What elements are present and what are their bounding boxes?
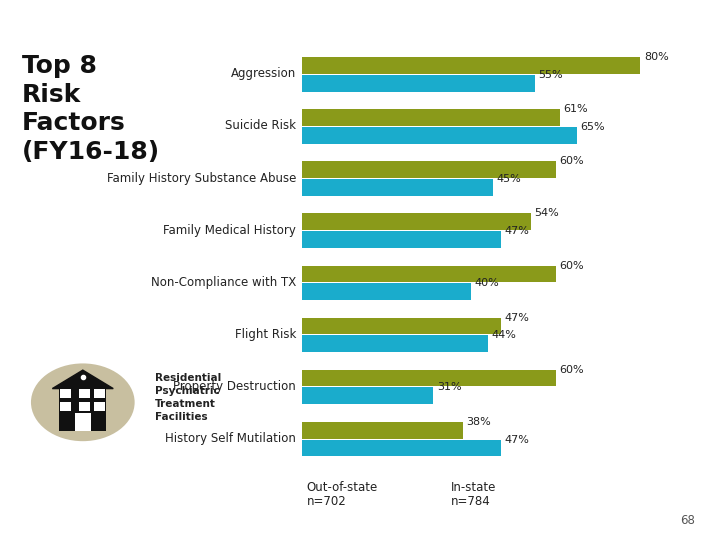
Text: Family Medical History: Family Medical History (163, 224, 296, 237)
Text: 54%: 54% (534, 208, 559, 219)
Bar (302, 266, 556, 282)
Text: 60%: 60% (559, 157, 584, 166)
FancyBboxPatch shape (60, 402, 71, 411)
FancyBboxPatch shape (78, 402, 89, 411)
Text: History Self Mutilation: History Self Mutilation (165, 432, 296, 445)
Bar (302, 57, 641, 74)
Text: Qualis Data: Qualis Data (6, 519, 87, 532)
Bar (302, 370, 556, 387)
Bar (302, 284, 472, 300)
Text: In-state: In-state (451, 481, 496, 494)
Text: 80%: 80% (644, 52, 669, 62)
Text: n=702: n=702 (307, 495, 346, 508)
Text: 40%: 40% (474, 278, 500, 288)
Text: 47%: 47% (505, 435, 529, 444)
FancyBboxPatch shape (75, 413, 91, 431)
Text: n=784: n=784 (451, 495, 490, 508)
Polygon shape (53, 370, 113, 389)
Text: 44%: 44% (492, 330, 517, 340)
Bar (302, 422, 463, 438)
Bar (302, 127, 577, 144)
Bar (302, 179, 492, 196)
Bar (302, 231, 501, 248)
Bar (302, 440, 501, 456)
Text: Residential
Psychiatric
Treatment
Facilities: Residential Psychiatric Treatment Facili… (155, 373, 221, 422)
Bar (302, 161, 556, 178)
Text: 68: 68 (680, 514, 695, 526)
Text: Flight Risk: Flight Risk (235, 328, 296, 341)
Text: 31%: 31% (437, 382, 462, 393)
Text: Aggression: Aggression (231, 68, 296, 80)
Bar (302, 335, 488, 352)
FancyBboxPatch shape (78, 389, 89, 398)
Bar (302, 75, 535, 92)
Text: 38%: 38% (467, 417, 491, 427)
Bar (302, 318, 501, 334)
Text: 60%: 60% (559, 261, 584, 271)
Text: 55%: 55% (539, 70, 563, 80)
FancyBboxPatch shape (59, 389, 107, 431)
Text: 🏫: 🏫 (76, 388, 89, 409)
Text: 65%: 65% (580, 122, 605, 132)
FancyBboxPatch shape (60, 389, 71, 398)
Text: Property Destruction: Property Destruction (174, 380, 296, 393)
Text: 47%: 47% (505, 313, 529, 323)
Text: 61%: 61% (564, 104, 588, 114)
Text: 45%: 45% (496, 174, 521, 184)
Text: Non-Compliance with TX: Non-Compliance with TX (150, 276, 296, 289)
Text: Suicide Risk: Suicide Risk (225, 119, 296, 132)
Bar (302, 109, 560, 126)
Text: 60%: 60% (559, 365, 584, 375)
Text: Family History Substance Abuse: Family History Substance Abuse (107, 172, 296, 185)
Text: 47%: 47% (505, 226, 529, 236)
Bar (302, 213, 531, 230)
FancyBboxPatch shape (94, 402, 105, 411)
Bar (302, 388, 433, 404)
Text: Top 8
Risk
Factors
(FY16-18): Top 8 Risk Factors (FY16-18) (22, 54, 160, 164)
Text: Out-of-state: Out-of-state (307, 481, 378, 494)
FancyBboxPatch shape (94, 389, 105, 398)
